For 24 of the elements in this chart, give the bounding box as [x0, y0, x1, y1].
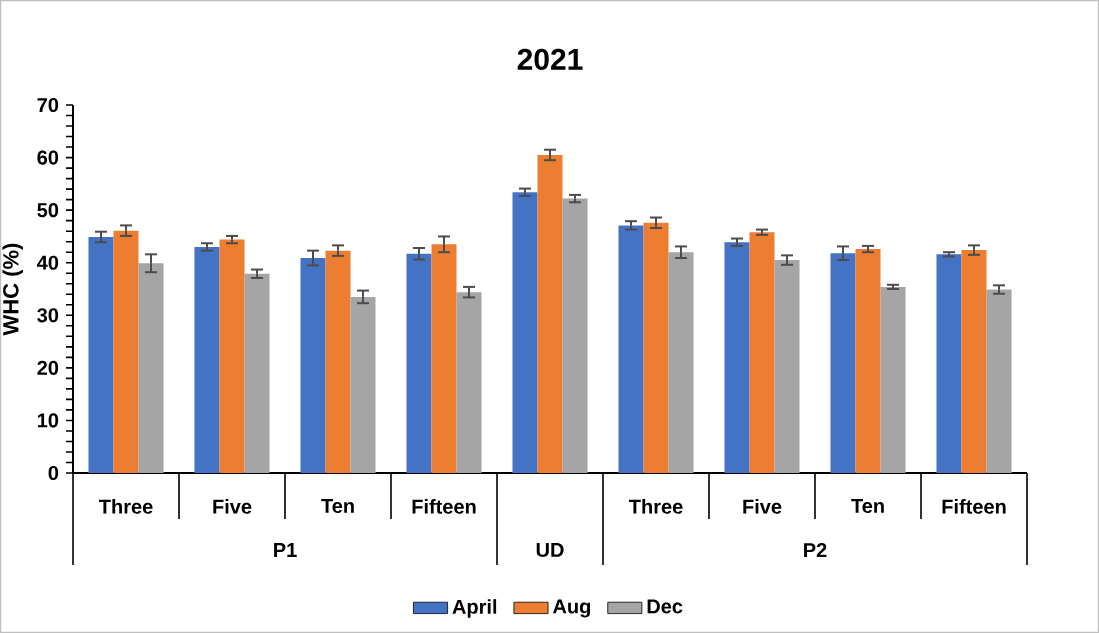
y-tick-label: 20 [37, 360, 59, 375]
y-tick-label: 0 [48, 465, 59, 481]
chart-title: 2021 [517, 48, 583, 70]
text: P1 [274, 543, 297, 557]
x-tick-label: Five [213, 499, 252, 514]
y-tick-label: 40 [37, 255, 59, 270]
legend-label: Dec [647, 599, 683, 614]
y-tick-label: 50 [37, 203, 59, 218]
y-tick-label: 10 [37, 413, 59, 428]
y-axis-title: WHC (%) [2, 243, 23, 336]
text: UD [536, 543, 564, 557]
legend-label: April [452, 599, 497, 618]
x-tick-label: Ten [851, 499, 884, 514]
x-tick-label: Fifteen [412, 499, 476, 514]
x-tick-label: Three [98, 499, 153, 514]
x-tick-label: Ten [321, 499, 354, 514]
legend-label: Aug [552, 599, 591, 618]
y-tick-label: 60 [37, 150, 59, 165]
y-tick-label: 70 [37, 97, 59, 113]
x-tick-label: Five [743, 499, 782, 514]
x-tick-label: Three [628, 499, 683, 514]
text: P2 [804, 543, 827, 557]
y-tick-label: 30 [37, 308, 59, 323]
x-tick-label: Fifteen [942, 499, 1006, 514]
